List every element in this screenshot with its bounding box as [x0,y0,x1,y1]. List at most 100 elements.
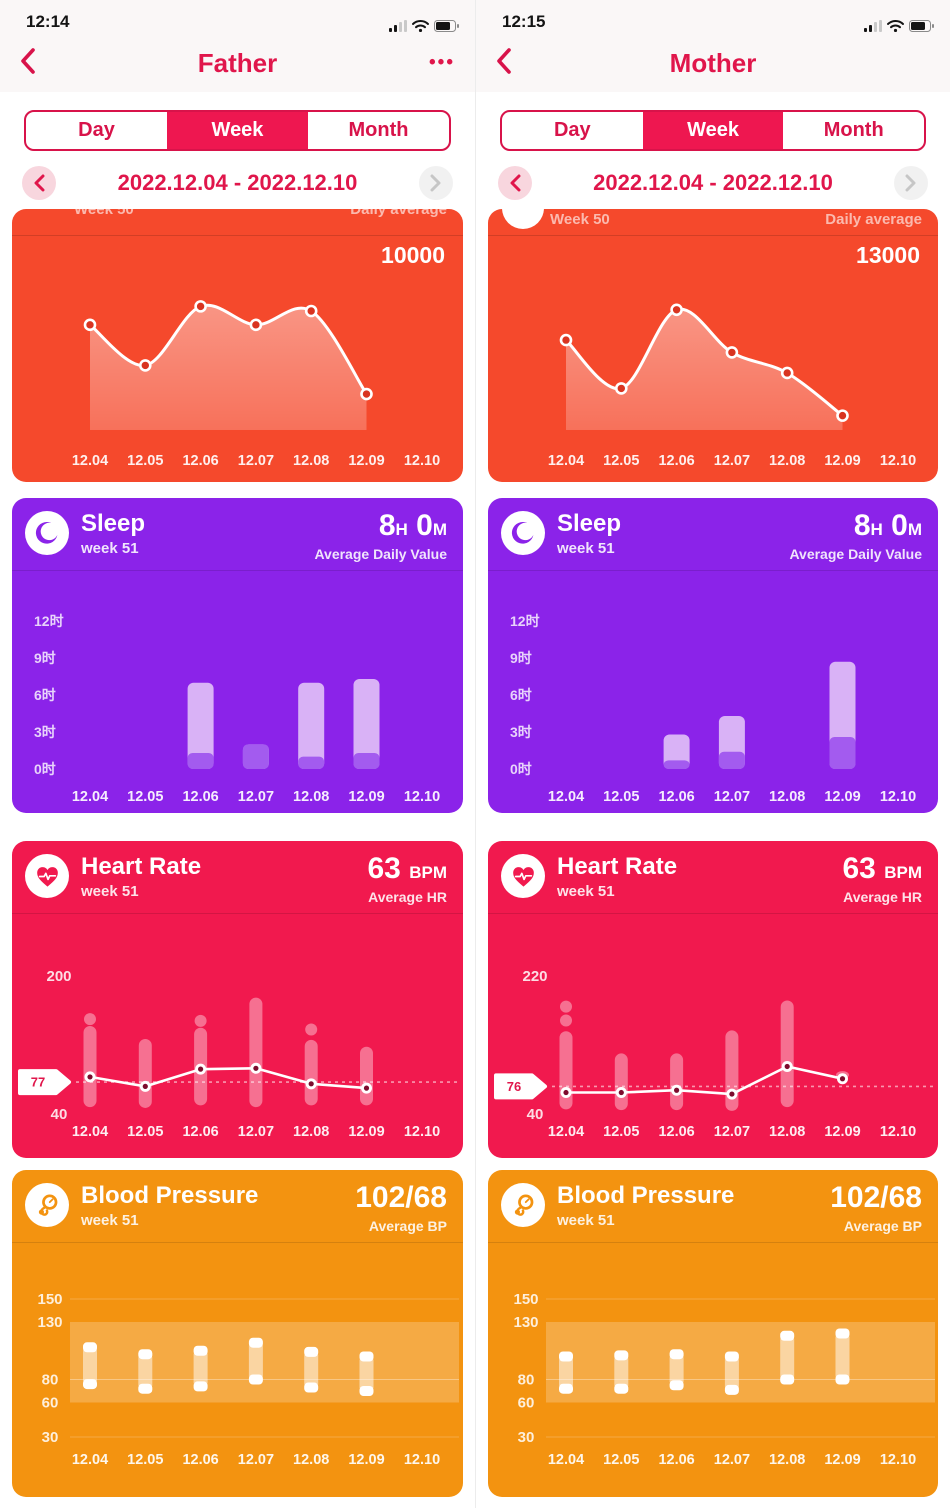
steps-card[interactable]: Week 50 Daily average 13000 12.04 12.05 12… [488,209,938,482]
svg-text:12.07: 12.07 [714,789,750,805]
svg-text:12.06: 12.06 [658,453,694,469]
svg-text:12.05: 12.05 [127,1452,163,1468]
tab-month[interactable]: Month [348,119,409,141]
blood-pressure-chart: 150 130 80 60 30 12.04 12.05 12.06 12.07 12.08 12.… [37,1291,459,1468]
back-button[interactable] [496,47,530,79]
steps-average-label: Daily average [350,209,447,218]
svg-text:0时: 0时 [34,761,56,777]
tab-day[interactable]: Day [78,119,115,141]
blood-pressure-average-label: Average BP [843,1218,922,1234]
svg-text:12.08: 12.08 [769,1124,805,1140]
svg-text:9时: 9时 [510,650,532,666]
sleep-average-value: 8H 0M [853,509,922,542]
steps-average-label: Daily average [825,211,922,228]
tab-week[interactable]: Week [642,112,784,149]
heart-rate-average-label: Average HR [843,889,922,905]
steps-card[interactable]: Week 50 Daily average 10000 12.04 12.05 12… [12,209,463,482]
svg-text:12.09: 12.09 [824,1452,860,1468]
status-time: 12:14 [26,12,70,31]
tab-day[interactable]: Day [553,119,591,141]
sleep-moon-icon [25,511,69,555]
battery-icon [434,20,459,32]
svg-text:150: 150 [513,1291,538,1308]
tab-month[interactable]: Month [823,119,884,141]
svg-text:12.07: 12.07 [238,1452,274,1468]
steps-area-chart: 12.04 12.05 12.06 12.07 12.08 12.09 12.10 [548,303,916,469]
blood-pressure-average-label: Average BP [368,1218,447,1234]
svg-text:9时: 9时 [34,650,56,666]
prev-week-button[interactable] [498,166,532,200]
blood-pressure-average-value: 102/68 [355,1181,447,1214]
svg-text:130: 130 [513,1314,538,1331]
svg-text:12.07: 12.07 [714,1124,750,1140]
svg-text:12.08: 12.08 [769,453,805,469]
svg-text:12.09: 12.09 [348,1452,384,1468]
svg-text:12.07: 12.07 [238,453,274,469]
more-menu-button[interactable]: ••• [429,52,455,73]
svg-text:12.05: 12.05 [127,789,163,805]
divider [488,235,938,236]
svg-text:12.08: 12.08 [293,1124,329,1140]
back-button[interactable] [20,47,54,79]
tab-week[interactable]: Week [167,112,308,149]
svg-text:12.05: 12.05 [603,1452,639,1468]
heart-rate-card[interactable]: Heart Rate week 51 63 BPM Average HR 220… [488,841,938,1158]
svg-text:12.05: 12.05 [603,1124,639,1140]
prev-week-button[interactable] [22,166,56,200]
svg-text:40: 40 [527,1106,544,1123]
date-range-label: 2022.12.04 - 2022.12.10 [117,170,358,195]
svg-text:0时: 0时 [510,761,532,777]
heart-rate-chart: 200 40 77 12.04 12.05 12.06 12.07 12.08 12.09 12.… [18,968,459,1140]
svg-text:12.10: 12.10 [404,453,440,469]
svg-text:12.04: 12.04 [548,789,584,805]
blood-pressure-title: Blood Pressure [557,1182,735,1209]
heart-rate-title: Heart Rate [557,853,678,880]
svg-text:12.07: 12.07 [714,453,750,469]
svg-text:12.04: 12.04 [72,1124,108,1140]
svg-text:77: 77 [31,1075,45,1090]
svg-text:12.10: 12.10 [404,1124,440,1140]
heart-rate-week-label: week 51 [81,883,139,901]
svg-text:12.09: 12.09 [824,789,860,805]
svg-text:200: 200 [46,968,71,985]
sleep-bar-chart: 12时 9时 6时 3时 0时 12.04 12.05 12.06 12.07 12.08 12.0… [34,613,440,805]
divider [12,1242,463,1243]
svg-text:12.09: 12.09 [824,453,860,469]
screen-father: 12:14 Father ••• Day Week Month 2022.12.… [12,12,463,1497]
svg-text:12.05: 12.05 [127,1124,163,1140]
period-tabs: Day Week Month [24,110,451,151]
heart-rate-week-label: week 51 [557,883,615,901]
sleep-card[interactable]: Sleep week 51 8H 0M Average Daily Value … [488,498,938,813]
heart-rate-average-value: 63 BPM [842,852,923,885]
svg-text:12.10: 12.10 [404,1452,440,1468]
steps-week-label: Week 50 [74,209,134,218]
svg-text:12.08: 12.08 [293,1452,329,1468]
blood-pressure-icon [25,1183,69,1227]
next-week-button[interactable] [893,166,928,200]
heart-rate-chart: 220 40 76 12.04 12.05 12.06 12.07 12.08 12.09 12.… [494,968,935,1140]
svg-text:12.08: 12.08 [293,789,329,805]
blood-pressure-card[interactable]: Blood Pressure week 51 102/68 Average BP… [488,1170,938,1497]
svg-text:60: 60 [42,1395,59,1412]
sleep-moon-icon [501,511,545,555]
svg-text:12.07: 12.07 [714,1452,750,1468]
svg-text:12.07: 12.07 [238,1124,274,1140]
blood-pressure-card[interactable]: Blood Pressure week 51 102/68 Average BP… [12,1170,463,1497]
wifi-icon [412,20,429,32]
next-week-button[interactable] [418,166,453,200]
heart-rate-card[interactable]: Heart Rate week 51 63 BPM Average HR 200… [12,841,463,1158]
sleep-week-label: week 51 [557,540,615,558]
blood-pressure-icon [501,1183,545,1227]
sleep-bar-chart: 12时 9时 6时 3时 0时 12.04 12.05 12.06 12.07 12.08 12.0… [510,613,916,805]
svg-text:130: 130 [37,1314,62,1331]
steps-card-icon [502,209,544,229]
nav-header: Mother [476,34,950,92]
heart-rate-icon [501,854,545,898]
divider [12,235,463,236]
svg-text:12.09: 12.09 [348,789,384,805]
svg-text:12.05: 12.05 [603,789,639,805]
sleep-card[interactable]: Sleep week 51 8H 0M Average Daily Value … [12,498,463,813]
heart-rate-icon [25,854,69,898]
blood-pressure-average-value: 102/68 [830,1181,922,1214]
sleep-week-label: week 51 [81,540,139,558]
